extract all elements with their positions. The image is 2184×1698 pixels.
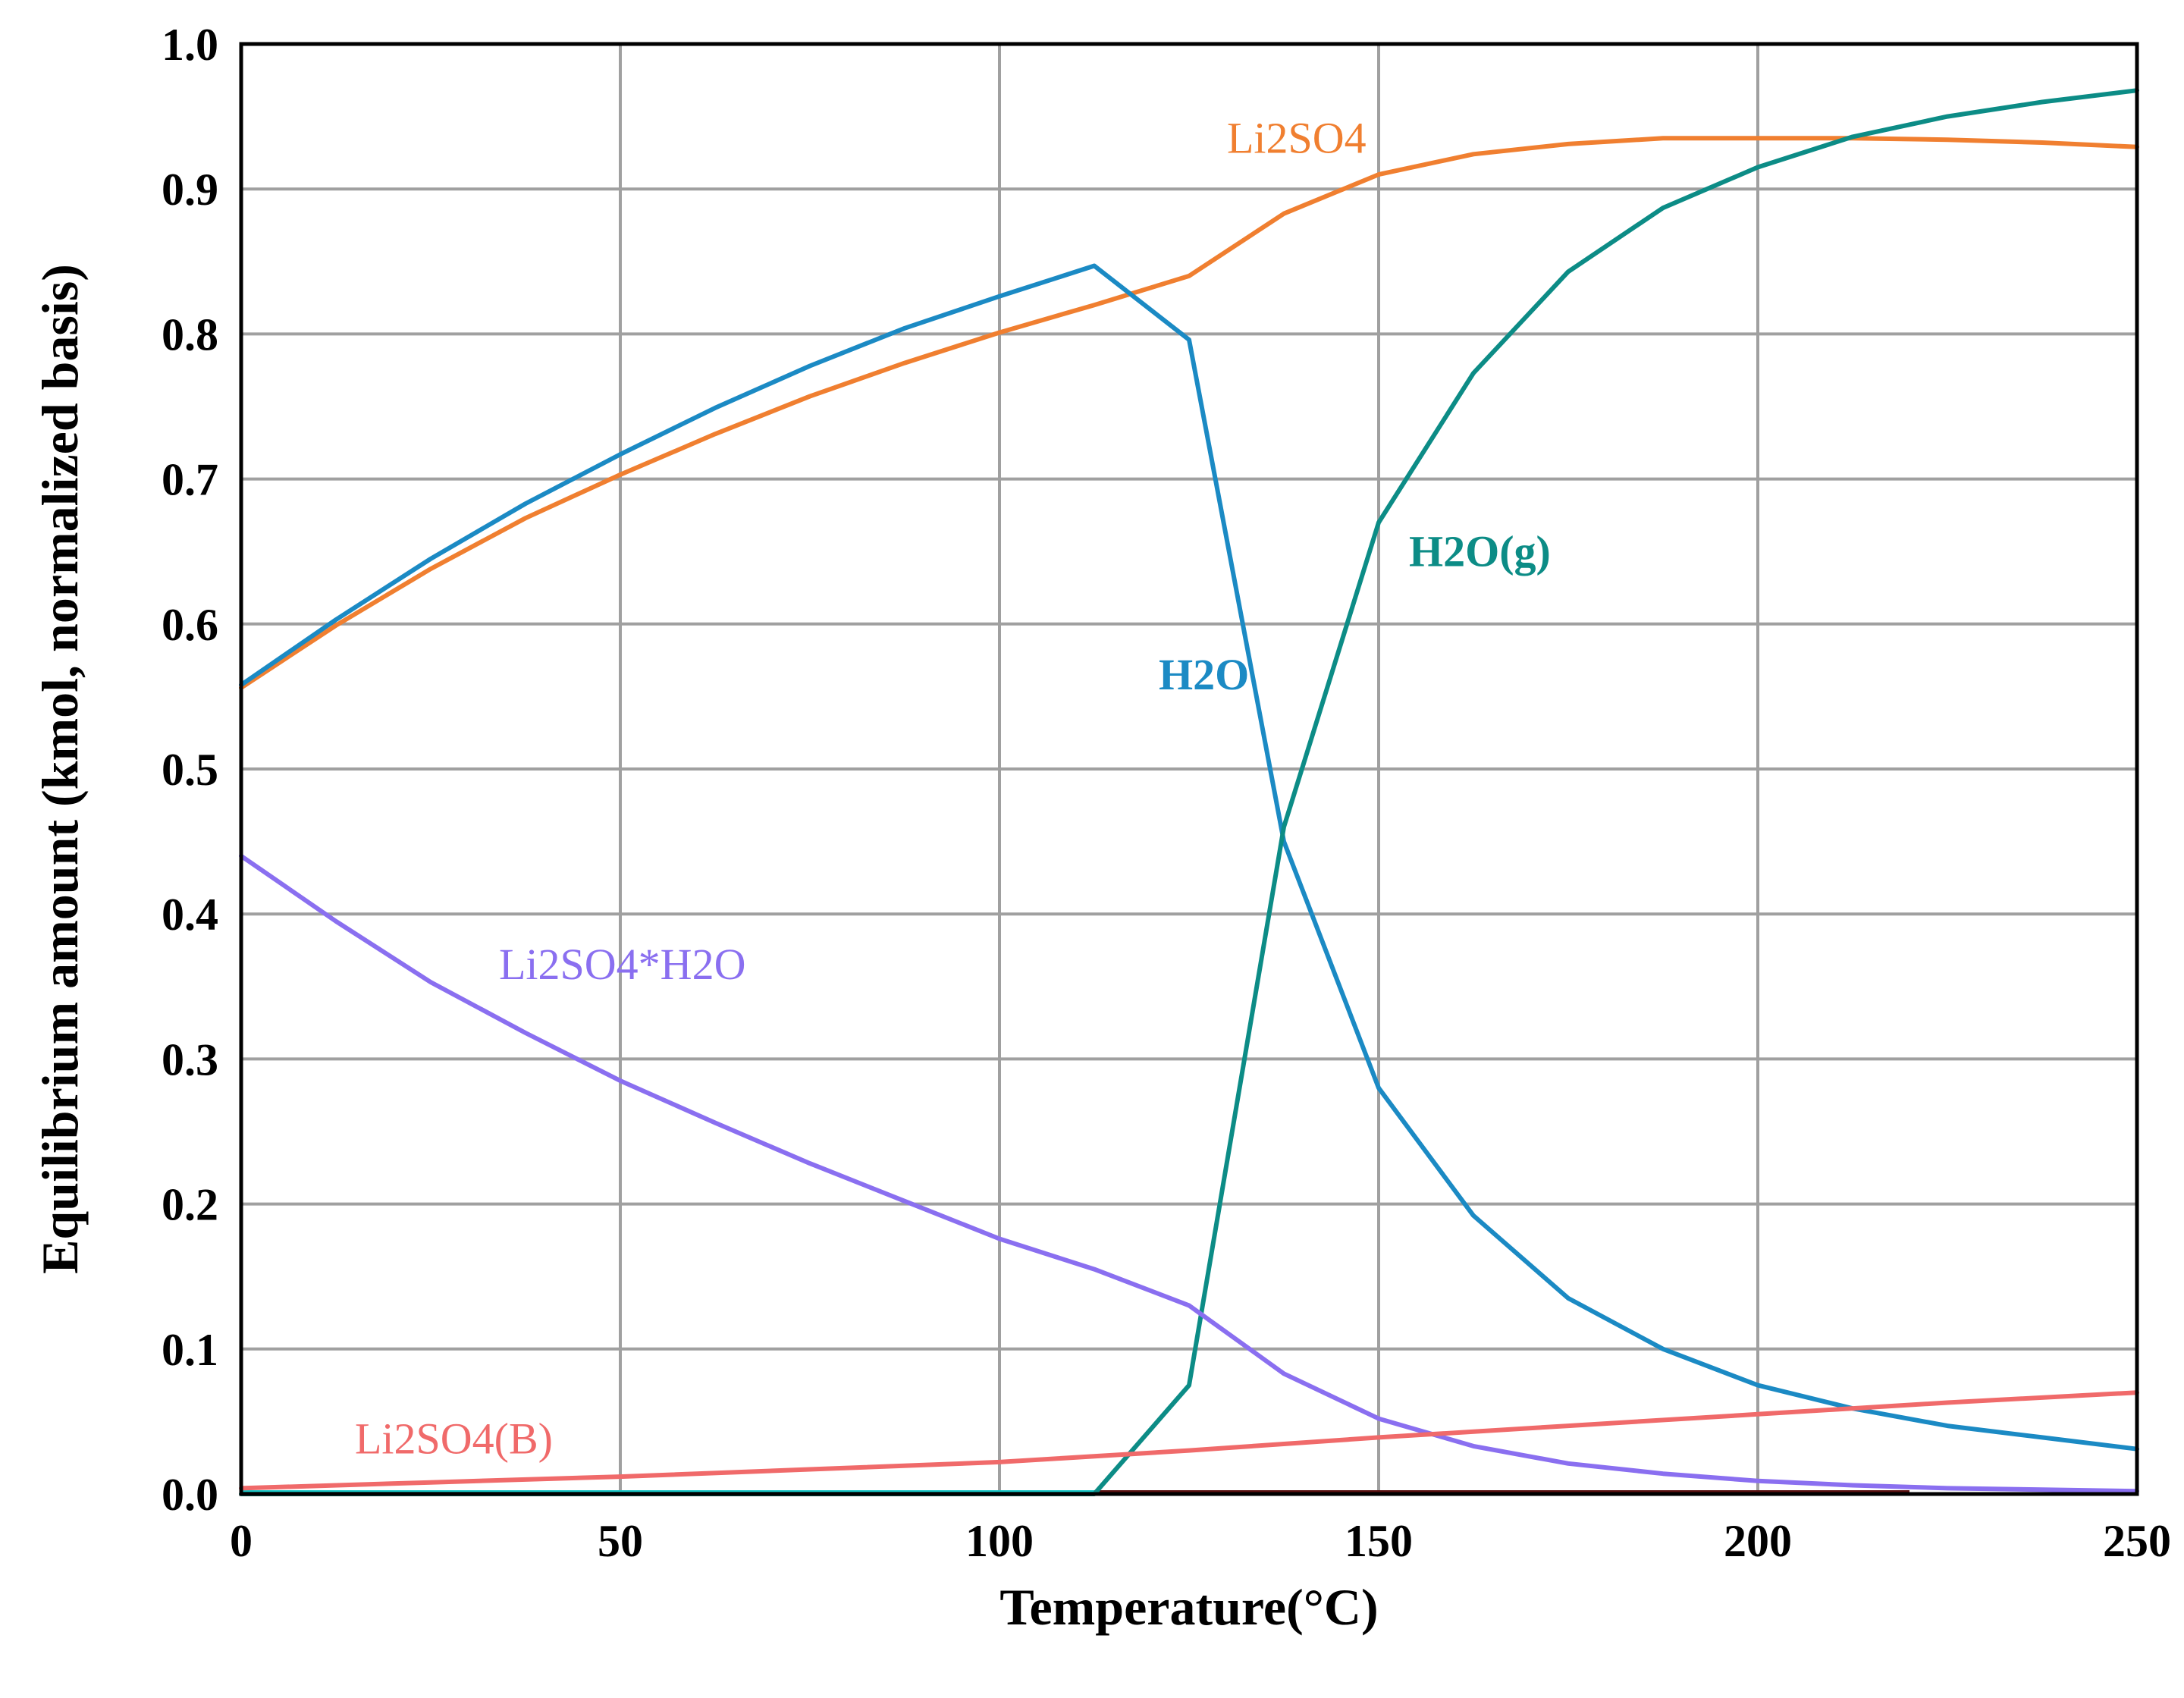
- y-tick-label: 0.5: [162, 745, 218, 795]
- x-axis-title: Temperature(°C): [999, 1578, 1378, 1636]
- y-tick-label: 0.1: [162, 1325, 218, 1375]
- y-tick-label: 0.3: [162, 1034, 218, 1084]
- series-line-li2so4-b-: [239, 1390, 2139, 1491]
- y-tick-label: 0.9: [162, 165, 218, 215]
- series-line-li2so4: [239, 136, 2139, 690]
- series-label-li2so4-b-: Li2SO4(B): [355, 1414, 553, 1463]
- grid: [241, 44, 2137, 1494]
- x-tick-label: 100: [965, 1516, 1034, 1566]
- series-lines: [239, 88, 2139, 1496]
- y-tick-label: 0.6: [162, 600, 218, 650]
- x-tick-label: 150: [1345, 1516, 1413, 1566]
- series-label-h2o-g-: H2O(g): [1409, 526, 1551, 576]
- x-tick-label: 200: [1724, 1516, 1792, 1566]
- y-tick-label: 1.0: [162, 20, 218, 70]
- tick-labels: 0 50 100 150 200 250 0.0 0.1 0.2 0.3 0.4 0.5 0.6 0.7 0…: [162, 20, 2171, 1566]
- x-tick-label: 50: [598, 1516, 643, 1566]
- series-label-li2so4-h2o: Li2SO4*H2O: [499, 940, 745, 989]
- series-labels: Li2SO4 H2O H2O(g) Li2SO4*H2O Li2SO4(B): [355, 113, 1551, 1463]
- x-tick-label: 0: [230, 1516, 253, 1566]
- y-tick-label: 0.2: [162, 1180, 218, 1230]
- x-tick-label: 250: [2103, 1516, 2171, 1566]
- y-tick-label: 0.8: [162, 309, 218, 359]
- y-tick-label: 0.7: [162, 455, 218, 505]
- y-axis-title: Equilibrium amount (kmol, normalized bas…: [31, 264, 89, 1274]
- series-label-li2so4: Li2SO4: [1227, 113, 1367, 162]
- series-label-h2o: H2O: [1159, 650, 1249, 699]
- y-tick-label: 0.0: [162, 1470, 218, 1520]
- plot-frame: [239, 42, 2139, 1496]
- series-line-h2o-g-: [239, 88, 2139, 1496]
- series-line-h2o: [239, 263, 2139, 1452]
- y-tick-label: 0.4: [162, 890, 218, 940]
- series-line-li2so4-h2o: [239, 853, 2139, 1494]
